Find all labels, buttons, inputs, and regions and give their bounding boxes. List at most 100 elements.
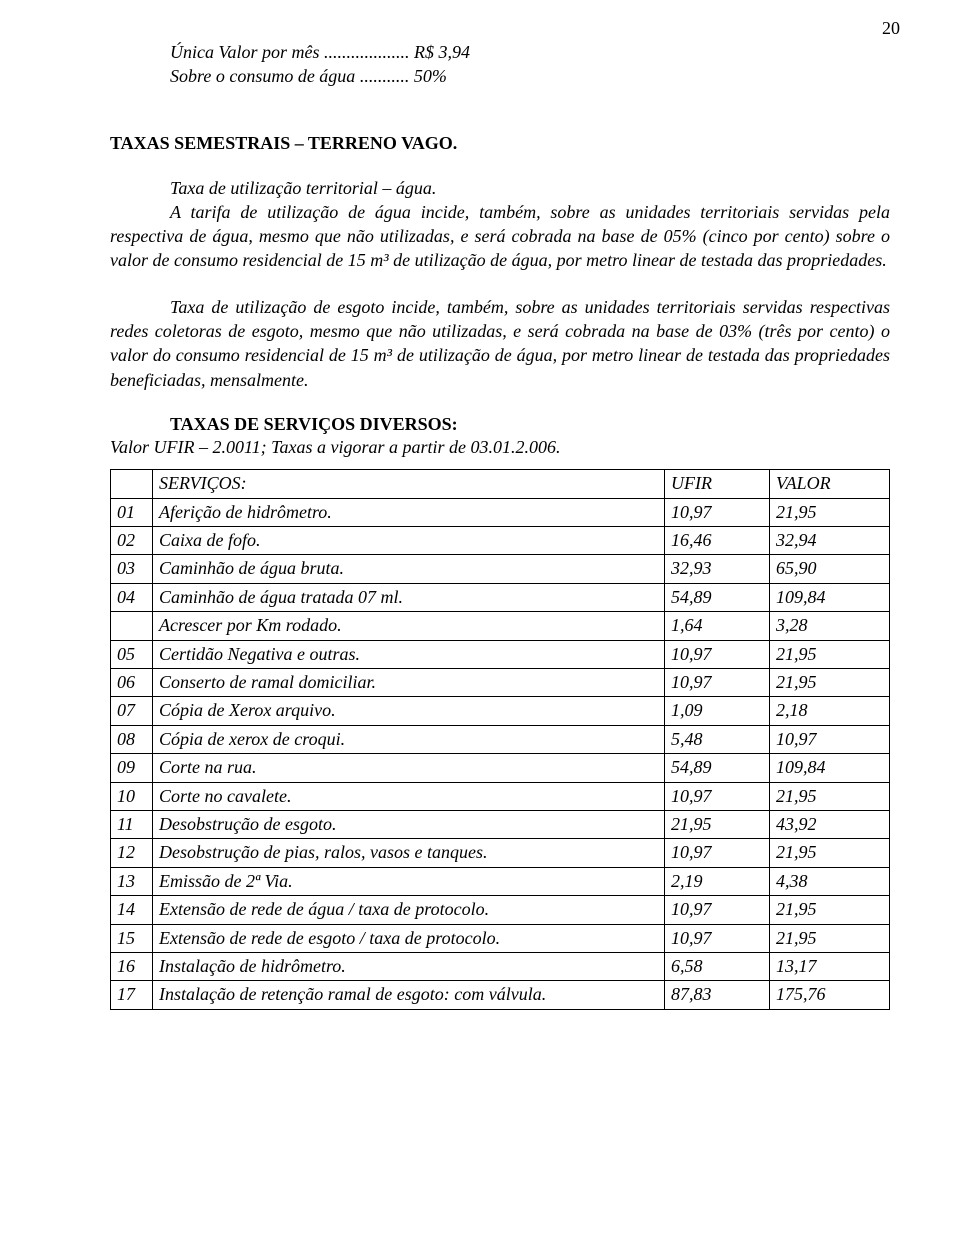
section2-subtitle: Valor UFIR – 2.0011; Taxas a vigorar a p… xyxy=(110,435,890,459)
table-cell-ufir: 10,97 xyxy=(665,839,770,867)
table-cell-num: 02 xyxy=(111,527,153,555)
table-cell-num: 07 xyxy=(111,697,153,725)
table-header-svc: SERVIÇOS: xyxy=(153,470,665,498)
table-cell-svc: Extensão de rede de esgoto / taxa de pro… xyxy=(153,924,665,952)
table-cell-num: 11 xyxy=(111,810,153,838)
table-row: 12Desobstrução de pias, ralos, vasos e t… xyxy=(111,839,890,867)
table-cell-val: 3,28 xyxy=(770,612,890,640)
table-cell-ufir: 32,93 xyxy=(665,555,770,583)
table-cell-val: 21,95 xyxy=(770,839,890,867)
table-row: 09Corte na rua.54,89109,84 xyxy=(111,754,890,782)
table-cell-svc: Acrescer por Km rodado. xyxy=(153,612,665,640)
table-header-num xyxy=(111,470,153,498)
table-cell-val: 65,90 xyxy=(770,555,890,583)
table-row: 04Caminhão de água tratada 07 ml.54,8910… xyxy=(111,583,890,611)
table-row: 08Cópia de xerox de croqui.5,4810,97 xyxy=(111,725,890,753)
table-cell-svc: Cópia de xerox de croqui. xyxy=(153,725,665,753)
header-block: Única Valor por mês ................... … xyxy=(170,40,890,89)
table-cell-svc: Aferição de hidrômetro. xyxy=(153,498,665,526)
table-row: 02Caixa de fofo.16,4632,94 xyxy=(111,527,890,555)
table-cell-svc: Caminhão de água tratada 07 ml. xyxy=(153,583,665,611)
header-line1-value: R$ 3,94 xyxy=(414,42,470,62)
table-cell-ufir: 10,97 xyxy=(665,924,770,952)
table-row: 05Certidão Negativa e outras.10,9721,95 xyxy=(111,640,890,668)
table-row: Acrescer por Km rodado.1,643,28 xyxy=(111,612,890,640)
table-row: 14Extensão de rede de água / taxa de pro… xyxy=(111,896,890,924)
table-cell-val: 21,95 xyxy=(770,640,890,668)
table-row: 11Desobstrução de esgoto.21,9543,92 xyxy=(111,810,890,838)
table-cell-num: 06 xyxy=(111,669,153,697)
table-row: 07Cópia de Xerox arquivo.1,092,18 xyxy=(111,697,890,725)
table-cell-num: 16 xyxy=(111,952,153,980)
table-cell-val: 32,94 xyxy=(770,527,890,555)
table-cell-ufir: 21,95 xyxy=(665,810,770,838)
header-line1-dots: ................... xyxy=(324,42,410,62)
table-cell-svc: Caixa de fofo. xyxy=(153,527,665,555)
table-cell-val: 21,95 xyxy=(770,924,890,952)
header-line2-value: 50% xyxy=(414,66,447,86)
table-cell-val: 175,76 xyxy=(770,981,890,1009)
table-cell-ufir: 54,89 xyxy=(665,754,770,782)
section1-para1: A tarifa de utilização de água incide, t… xyxy=(110,200,890,273)
table-row: 06Conserto de ramal domiciliar.10,9721,9… xyxy=(111,669,890,697)
table-cell-svc: Certidão Negativa e outras. xyxy=(153,640,665,668)
table-header-row: SERVIÇOS: UFIR VALOR xyxy=(111,470,890,498)
table-cell-val: 21,95 xyxy=(770,669,890,697)
table-cell-svc: Corte no cavalete. xyxy=(153,782,665,810)
table-cell-ufir: 2,19 xyxy=(665,867,770,895)
table-cell-num: 08 xyxy=(111,725,153,753)
table-header-val: VALOR xyxy=(770,470,890,498)
header-line2-label: Sobre o consumo de água xyxy=(170,66,355,86)
table-cell-ufir: 10,97 xyxy=(665,782,770,810)
table-row: 16Instalação de hidrômetro.6,5813,17 xyxy=(111,952,890,980)
table-row: 01Aferição de hidrômetro.10,9721,95 xyxy=(111,498,890,526)
table-cell-ufir: 10,97 xyxy=(665,896,770,924)
table-cell-svc: Cópia de Xerox arquivo. xyxy=(153,697,665,725)
header-line-2: Sobre o consumo de água ........... 50% xyxy=(170,64,890,88)
table-cell-svc: Corte na rua. xyxy=(153,754,665,782)
table-row: 13Emissão de 2ª Via.2,194,38 xyxy=(111,867,890,895)
table-cell-svc: Instalação de hidrômetro. xyxy=(153,952,665,980)
table-cell-svc: Conserto de ramal domiciliar. xyxy=(153,669,665,697)
table-cell-ufir: 10,97 xyxy=(665,669,770,697)
table-cell-ufir: 5,48 xyxy=(665,725,770,753)
header-line-1: Única Valor por mês ................... … xyxy=(170,40,890,64)
table-cell-num: 05 xyxy=(111,640,153,668)
table-cell-svc: Instalação de retenção ramal de esgoto: … xyxy=(153,981,665,1009)
page-number: 20 xyxy=(882,18,900,39)
table-cell-val: 2,18 xyxy=(770,697,890,725)
table-cell-ufir: 10,97 xyxy=(665,640,770,668)
table-cell-val: 21,95 xyxy=(770,896,890,924)
services-table: SERVIÇOS: UFIR VALOR 01Aferição de hidrô… xyxy=(110,469,890,1009)
table-cell-val: 109,84 xyxy=(770,583,890,611)
table-cell-ufir: 16,46 xyxy=(665,527,770,555)
document-page: 20 Única Valor por mês .................… xyxy=(0,0,960,1060)
table-cell-val: 21,95 xyxy=(770,498,890,526)
table-cell-svc: Extensão de rede de água / taxa de proto… xyxy=(153,896,665,924)
table-cell-num: 04 xyxy=(111,583,153,611)
section2-title: TAXAS DE SERVIÇOS DIVERSOS: xyxy=(170,414,890,435)
table-cell-ufir: 1,64 xyxy=(665,612,770,640)
table-cell-num: 14 xyxy=(111,896,153,924)
table-cell-num: 13 xyxy=(111,867,153,895)
table-cell-ufir: 54,89 xyxy=(665,583,770,611)
table-cell-ufir: 87,83 xyxy=(665,981,770,1009)
section1-subtitle: Taxa de utilização territorial – água. xyxy=(170,176,890,200)
table-cell-ufir: 6,58 xyxy=(665,952,770,980)
table-cell-num: 12 xyxy=(111,839,153,867)
table-cell-num: 03 xyxy=(111,555,153,583)
table-row: 10Corte no cavalete.10,9721,95 xyxy=(111,782,890,810)
table-cell-val: 43,92 xyxy=(770,810,890,838)
table-cell-num xyxy=(111,612,153,640)
table-cell-val: 109,84 xyxy=(770,754,890,782)
table-cell-svc: Desobstrução de pias, ralos, vasos e tan… xyxy=(153,839,665,867)
table-row: 03Caminhão de água bruta.32,9365,90 xyxy=(111,555,890,583)
table-cell-num: 17 xyxy=(111,981,153,1009)
section1-para2: Taxa de utilização de esgoto incide, tam… xyxy=(110,295,890,392)
header-line2-dots: ........... xyxy=(360,66,410,86)
header-line1-label: Única Valor por mês xyxy=(170,42,320,62)
table-cell-num: 01 xyxy=(111,498,153,526)
table-cell-val: 10,97 xyxy=(770,725,890,753)
table-cell-val: 4,38 xyxy=(770,867,890,895)
table-cell-val: 21,95 xyxy=(770,782,890,810)
